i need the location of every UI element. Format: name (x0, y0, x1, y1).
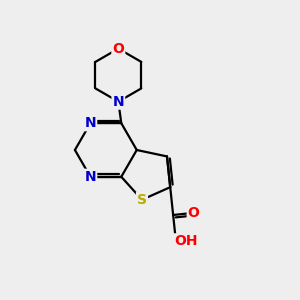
Text: N: N (85, 116, 96, 130)
Text: S: S (137, 193, 147, 207)
Text: N: N (85, 170, 96, 184)
Text: OH: OH (175, 234, 198, 248)
Text: O: O (112, 42, 124, 56)
Text: O: O (188, 206, 200, 220)
Text: N: N (112, 94, 124, 109)
